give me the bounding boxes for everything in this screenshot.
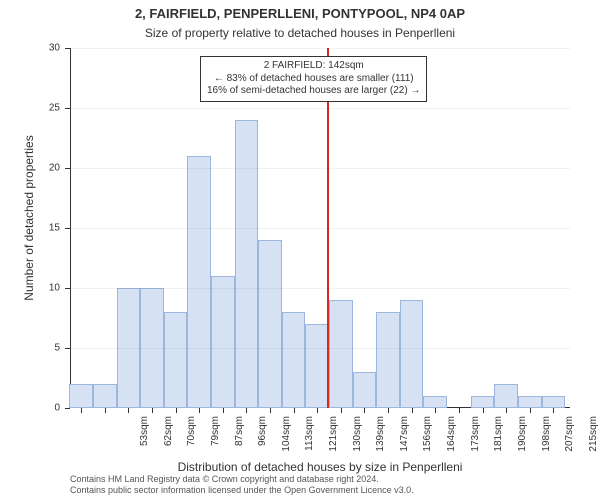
histogram-bar	[69, 384, 93, 408]
y-tick-mark	[65, 408, 70, 409]
y-tick-mark	[65, 348, 70, 349]
histogram-bar	[187, 156, 211, 408]
x-axis-label: Distribution of detached houses by size …	[70, 460, 570, 474]
histogram-bar	[400, 300, 424, 408]
histogram-bar	[542, 396, 566, 408]
histogram-bar	[518, 396, 542, 408]
x-tick-mark	[223, 408, 224, 413]
histogram-bar	[353, 372, 377, 408]
x-tick-mark	[128, 408, 129, 413]
x-tick-mark	[317, 408, 318, 413]
grid-line	[70, 48, 570, 49]
x-tick-mark	[506, 408, 507, 413]
chart-suptitle: 2, FAIRFIELD, PENPERLLENI, PONTYPOOL, NP…	[0, 6, 600, 21]
x-tick-mark	[176, 408, 177, 413]
histogram-bar	[164, 312, 188, 408]
x-tick-mark	[270, 408, 271, 413]
y-tick-mark	[65, 108, 70, 109]
x-tick-mark	[530, 408, 531, 413]
histogram-bar	[329, 300, 353, 408]
chart-title: Size of property relative to detached ho…	[0, 26, 600, 40]
y-axis-label: Number of detached properties	[22, 118, 36, 318]
histogram-bar	[376, 312, 400, 408]
histogram-bar	[494, 384, 518, 408]
histogram-bar	[282, 312, 306, 408]
grid-line	[70, 108, 570, 109]
histogram-bar	[235, 120, 259, 408]
x-tick-mark	[483, 408, 484, 413]
grid-line	[70, 168, 570, 169]
grid-line	[70, 228, 570, 229]
histogram-bar	[93, 384, 117, 408]
y-tick-mark	[65, 288, 70, 289]
histogram-bar	[258, 240, 282, 408]
x-tick-mark	[199, 408, 200, 413]
histogram-bar	[471, 396, 495, 408]
y-tick-mark	[65, 228, 70, 229]
annotation-line-1: 2 FAIRFIELD: 142sqm	[207, 60, 420, 73]
x-tick-mark	[459, 408, 460, 413]
histogram-bar	[305, 324, 329, 408]
annotation-box: 2 FAIRFIELD: 142sqm ← 83% of detached ho…	[200, 56, 427, 102]
grid-line	[70, 288, 570, 289]
y-tick-mark	[65, 48, 70, 49]
x-tick-mark	[341, 408, 342, 413]
x-tick-mark	[553, 408, 554, 413]
x-tick-label: 215sqm	[588, 416, 599, 476]
x-tick-mark	[435, 408, 436, 413]
x-tick-mark	[246, 408, 247, 413]
histogram-bar	[211, 276, 235, 408]
annotation-line-2: ← 83% of detached houses are smaller (11…	[207, 73, 420, 86]
plot-area: 53sqm62sqm70sqm79sqm87sqm96sqm104sqm113s…	[70, 48, 570, 408]
y-tick-label: 5	[30, 343, 60, 354]
y-tick-label: 30	[30, 43, 60, 54]
y-tick-label: 0	[30, 403, 60, 414]
footer-line-1: Contains HM Land Registry data © Crown c…	[70, 474, 590, 485]
x-tick-mark	[364, 408, 365, 413]
histogram-bar	[423, 396, 447, 408]
footer-line-2: Contains public sector information licen…	[70, 485, 590, 496]
x-tick-mark	[412, 408, 413, 413]
x-tick-mark	[81, 408, 82, 413]
y-tick-label: 25	[30, 103, 60, 114]
marker-line	[327, 48, 329, 408]
x-tick-mark	[294, 408, 295, 413]
annotation-line-3: 16% of semi-detached houses are larger (…	[207, 85, 420, 98]
footer-attribution: Contains HM Land Registry data © Crown c…	[70, 474, 590, 496]
x-tick-mark	[388, 408, 389, 413]
x-tick-mark	[105, 408, 106, 413]
y-tick-mark	[65, 168, 70, 169]
chart-container: { "chart": { "type": "histogram", "supti…	[0, 0, 600, 500]
x-tick-mark	[152, 408, 153, 413]
grid-line	[70, 348, 570, 349]
